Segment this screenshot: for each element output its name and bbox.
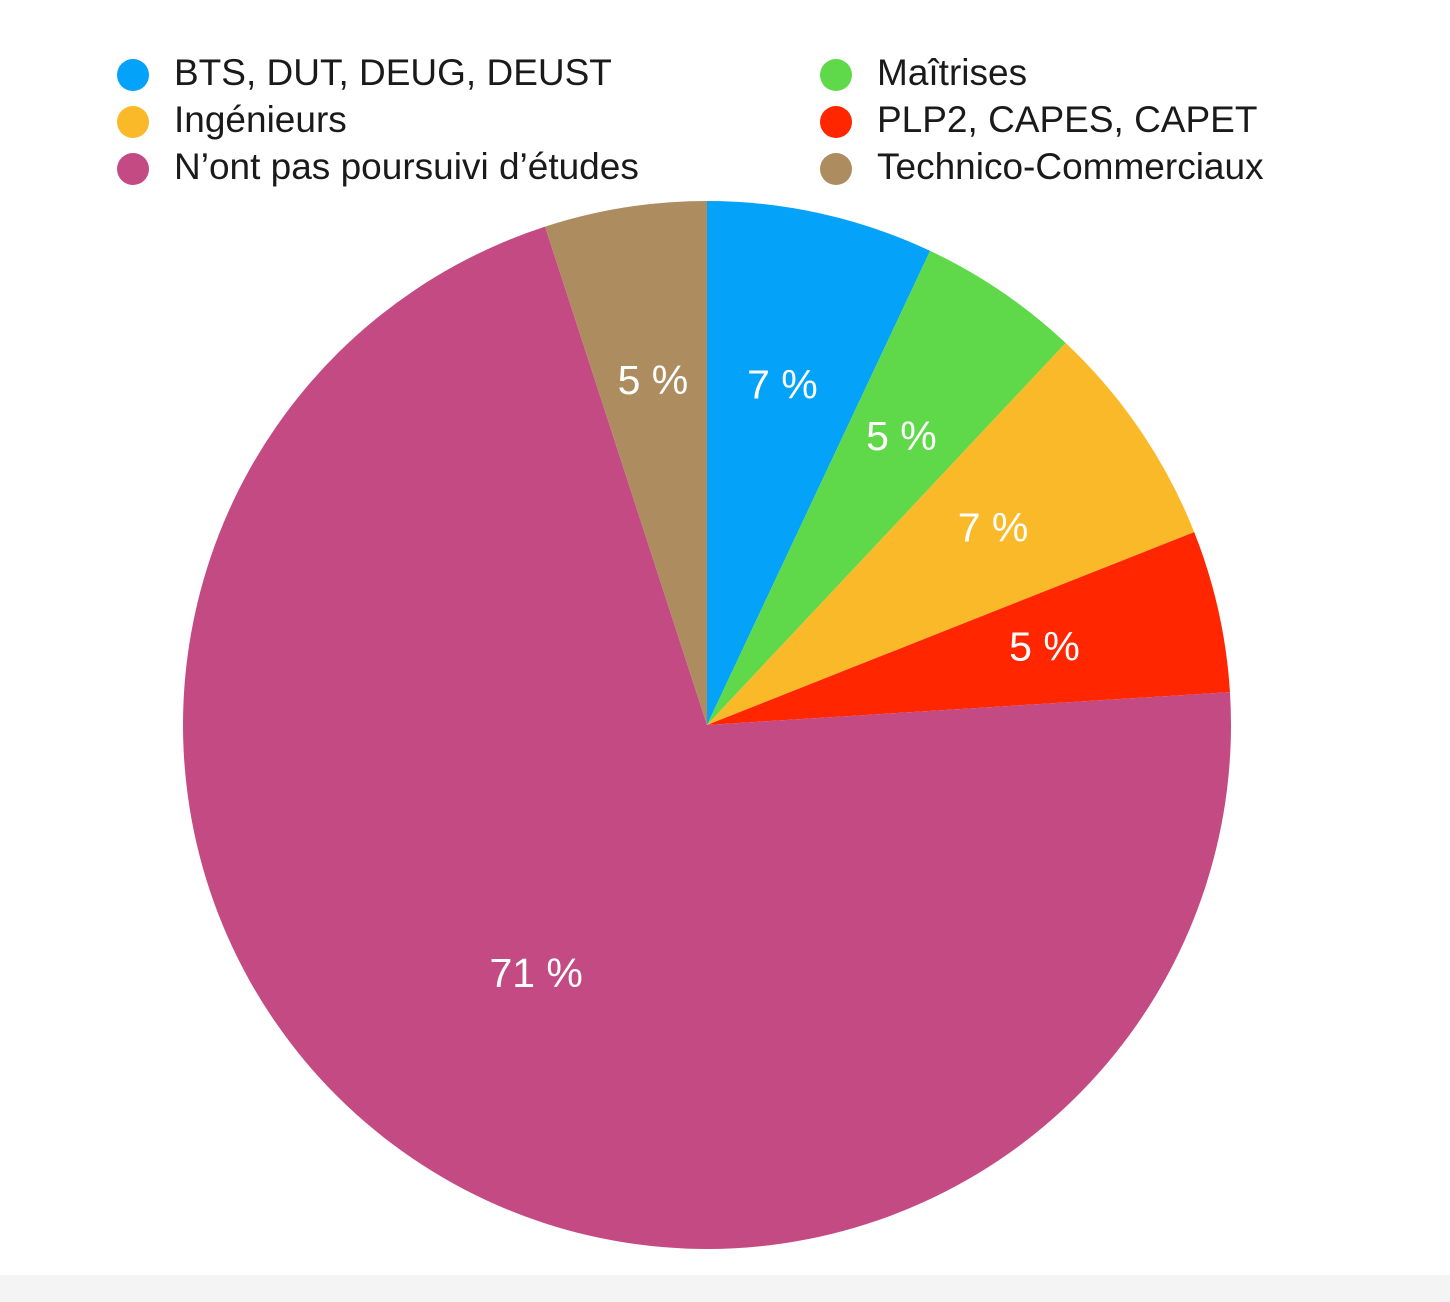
legend-item-bts-dut-deug-deust: BTS, DUT, DEUG, DEUST (117, 52, 612, 93)
legend-swatch-bts-dut-deug-deust (117, 59, 149, 91)
pie-slice-n-ont-pas-poursuivi-d-etudes (183, 226, 1232, 1249)
legend-item-plp2-capes-capet: PLP2, CAPES, CAPET (820, 99, 1257, 140)
pie-slice-ingenieurs (707, 343, 1195, 725)
pie-slice-maitrises (707, 250, 1066, 726)
legend-label-bts-dut-deug-deust: BTS, DUT, DEUG, DEUST (174, 52, 612, 93)
pie-slices (183, 201, 1232, 1249)
legend-label-technico-commerciaux: Technico-Commerciaux (877, 146, 1264, 187)
slice-label-bts-dut-deug-deust: 7 % (747, 361, 818, 407)
chart-svg: BTS, DUT, DEUG, DEUST Maîtrises Ingénieurs… (117, 52, 1264, 1249)
legend-label-maitrises: Maîtrises (877, 52, 1027, 93)
pie-chart: BTS, DUT, DEUG, DEUST Maîtrises Ingénieurs… (117, 51, 1265, 1249)
legend-item-technico-commerciaux: Technico-Commerciaux (820, 146, 1264, 187)
slice-label-plp2-capes-capet: 5 % (1009, 623, 1080, 669)
legend-label-ingenieurs: Ingénieurs (174, 99, 347, 140)
legend: BTS, DUT, DEUG, DEUST Maîtrises Ingénieurs… (117, 52, 1264, 187)
legend-swatch-ingenieurs (117, 106, 149, 138)
slice-label-n-ont-pas-poursuivi-d-etudes: 71 % (489, 950, 582, 996)
legend-label-n-ont-pas-poursuivi-d-etudes: N’ont pas poursuivi d’études (174, 146, 639, 187)
legend-item-n-ont-pas-poursuivi-d-etudes: N’ont pas poursuivi d’études (117, 146, 639, 187)
slice-label-technico-commerciaux: 5 % (618, 357, 689, 403)
slice-labels: 7 % 5 % 7 % 5 % 71 % 5 % (489, 357, 1079, 996)
pie-slice-technico-commerciaux (545, 201, 707, 725)
legend-swatch-plp2-capes-capet (820, 106, 852, 138)
legend-label-plp2-capes-capet: PLP2, CAPES, CAPET (877, 99, 1257, 140)
legend-swatch-maitrises (820, 59, 852, 91)
bottom-strip (0, 1275, 1450, 1302)
legend-swatch-technico-commerciaux (820, 153, 852, 185)
pie-slice-plp2-capes-capet (707, 532, 1230, 725)
slice-label-ingenieurs: 7 % (958, 504, 1029, 550)
legend-item-ingenieurs: Ingénieurs (117, 99, 347, 140)
pie-slice-bts-dut-deug-deust (707, 201, 931, 725)
legend-item-maitrises: Maîtrises (820, 52, 1027, 93)
legend-swatch-n-ont-pas-poursuivi-d-etudes (117, 153, 149, 185)
slice-label-maitrises: 5 % (866, 413, 937, 459)
